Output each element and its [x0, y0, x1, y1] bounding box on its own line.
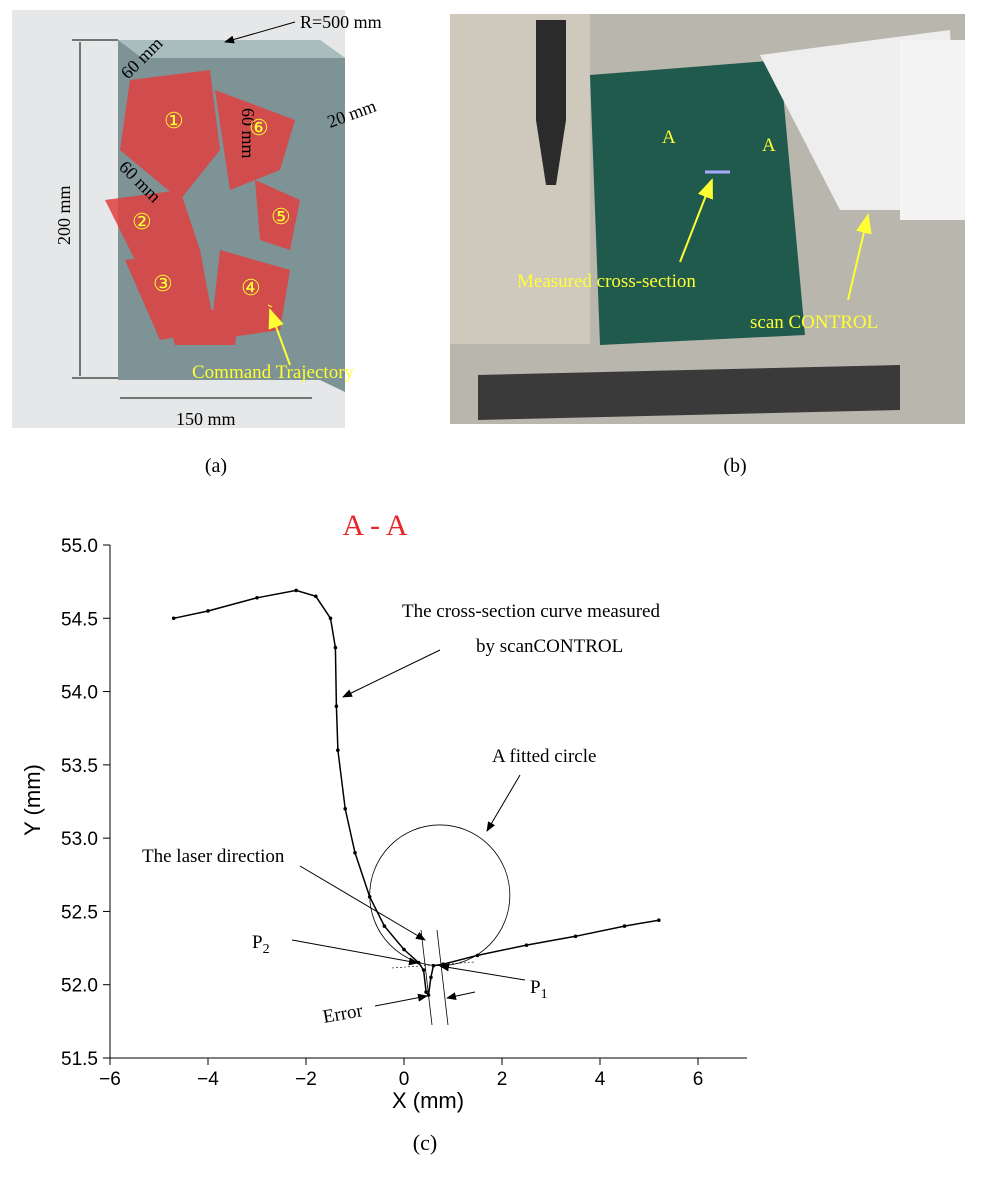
- data-point: [353, 851, 357, 855]
- data-point: [206, 609, 210, 613]
- data-point: [334, 646, 338, 650]
- figure: R=500 mm 60 mm 60 mm 60 mm 20 mm 200 mm …: [0, 0, 993, 1184]
- data-point: [255, 596, 259, 600]
- data-point: [336, 748, 340, 752]
- data-point: [314, 595, 318, 599]
- data-point: [335, 704, 339, 708]
- panel-a: R=500 mm 60 mm 60 mm 60 mm 20 mm 200 mm …: [12, 10, 382, 477]
- data-point: [343, 807, 347, 811]
- annotation-arrow: [375, 996, 427, 1006]
- y-tick-label: 51.5: [61, 1049, 98, 1070]
- section-mark: A: [662, 127, 676, 148]
- y-tick-label: 55.0: [61, 536, 98, 557]
- y-tick-label: 53.5: [61, 756, 98, 777]
- error-note: Error: [321, 1000, 365, 1028]
- laser-line: [437, 930, 448, 1025]
- x-tick-label: −6: [99, 1069, 121, 1090]
- x-tick-label: −2: [295, 1069, 317, 1090]
- x-axis-label: X (mm): [392, 1088, 464, 1113]
- p2-label: P2: [252, 932, 270, 957]
- p1-label: P1: [530, 977, 548, 1002]
- y-axis-label: Y (mm): [20, 764, 45, 836]
- data-point: [329, 616, 333, 620]
- wall: [450, 14, 590, 344]
- y-tick-label: 53.0: [61, 829, 98, 850]
- x-tick-label: 6: [693, 1069, 704, 1090]
- sensor-label: scan CONTROL: [750, 312, 878, 333]
- data-point: [383, 924, 387, 928]
- curve-note: The cross-section curve measured: [402, 601, 660, 622]
- caption: (b): [723, 455, 746, 477]
- region-number: ②: [132, 209, 152, 234]
- annotation-arrow: [343, 650, 440, 697]
- data-point: [424, 990, 428, 994]
- caption: (a): [205, 455, 227, 477]
- radius-label: R=500 mm: [300, 12, 382, 32]
- chart: A - A X (mm) Y (mm) (c) The cross-sectio…: [20, 509, 747, 1155]
- y-tick-label: 54.0: [61, 683, 98, 704]
- chart-title: A - A: [342, 509, 407, 542]
- data-point: [294, 589, 298, 593]
- caption: (c): [413, 1130, 437, 1155]
- p2-text: P: [252, 932, 263, 953]
- width-label: 150 mm: [176, 409, 236, 429]
- circle-note: A fitted circle: [492, 746, 596, 767]
- y-tick-label: 54.5: [61, 609, 98, 630]
- trajectory-label: Command Trajectory: [192, 362, 355, 383]
- data-point: [172, 616, 176, 620]
- region-number: ⑥: [249, 115, 269, 140]
- region-number: ④: [241, 275, 261, 300]
- data-point: [574, 935, 578, 939]
- x-tick-label: 2: [497, 1069, 508, 1090]
- fitted-circle: [370, 825, 510, 966]
- data-point: [623, 924, 627, 928]
- x-tick-label: −4: [197, 1069, 219, 1090]
- annotation-arrow: [447, 992, 475, 998]
- y-tick-label: 52.0: [61, 976, 98, 997]
- height-label: 200 mm: [54, 185, 74, 245]
- region-number: ③: [153, 271, 173, 296]
- data-point: [422, 968, 426, 972]
- x-tick-label: 0: [399, 1069, 410, 1090]
- p1-sub: 1: [541, 987, 548, 1002]
- laser-note: The laser direction: [142, 846, 285, 867]
- data-point: [525, 943, 529, 947]
- y-tick-label: 52.5: [61, 902, 98, 923]
- annotation-arrow: [440, 966, 525, 980]
- sensor-bracket: [900, 40, 965, 220]
- p1-text: P: [530, 977, 541, 998]
- curve-note: by scanCONTROL: [476, 636, 623, 657]
- section-mark: A: [762, 135, 776, 156]
- panel-b: A A Measured cross-section scan CONTROL …: [450, 14, 965, 477]
- data-point: [427, 993, 431, 997]
- data-point: [657, 918, 661, 922]
- region-number: ⑤: [271, 204, 291, 229]
- section-label: Measured cross-section: [517, 271, 696, 292]
- data-point: [402, 948, 406, 952]
- p2-sub: 2: [263, 942, 270, 957]
- annotation-arrow: [487, 775, 520, 831]
- workpiece: [590, 60, 805, 345]
- x-tick-label: 4: [595, 1069, 606, 1090]
- region-number: ①: [164, 108, 184, 133]
- data-point: [429, 976, 433, 980]
